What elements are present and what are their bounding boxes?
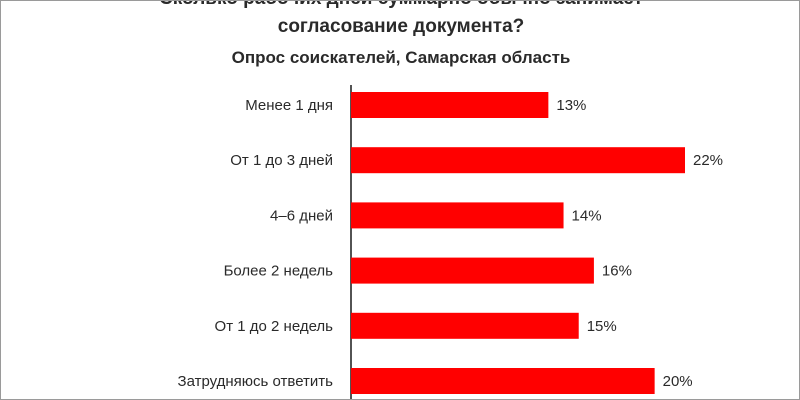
bar-6 [351,368,655,394]
bar-5 [351,312,579,339]
value-label-1: 13% [556,97,586,114]
category-label-3: 4–6 дней [270,207,333,224]
category-label-4: Более 2 недель [224,263,334,280]
bar-1 [351,92,549,118]
chart-subtitle: Опрос соискателей, Самарская область [231,48,571,67]
value-label-5: 15% [587,318,617,335]
category-label-2: От 1 до 3 дней [230,152,333,169]
value-label-3: 14% [572,207,602,224]
value-label-4: 16% [602,263,632,280]
chart-title-line-2: согласование документа? [277,16,525,37]
category-label-6: Затрудняюсь ответить [178,373,334,390]
bar-4 [351,257,594,284]
category-label-1: Менее 1 дня [245,97,333,114]
value-label-2: 22% [693,152,723,169]
value-label-6: 20% [663,373,693,390]
category-label-5: От 1 до 2 недель [215,318,334,335]
bar-2 [351,147,685,174]
chart-title-line-1: Сколько рабочих дней суммарно обычно зан… [1,1,799,13]
bar-3 [351,202,564,229]
